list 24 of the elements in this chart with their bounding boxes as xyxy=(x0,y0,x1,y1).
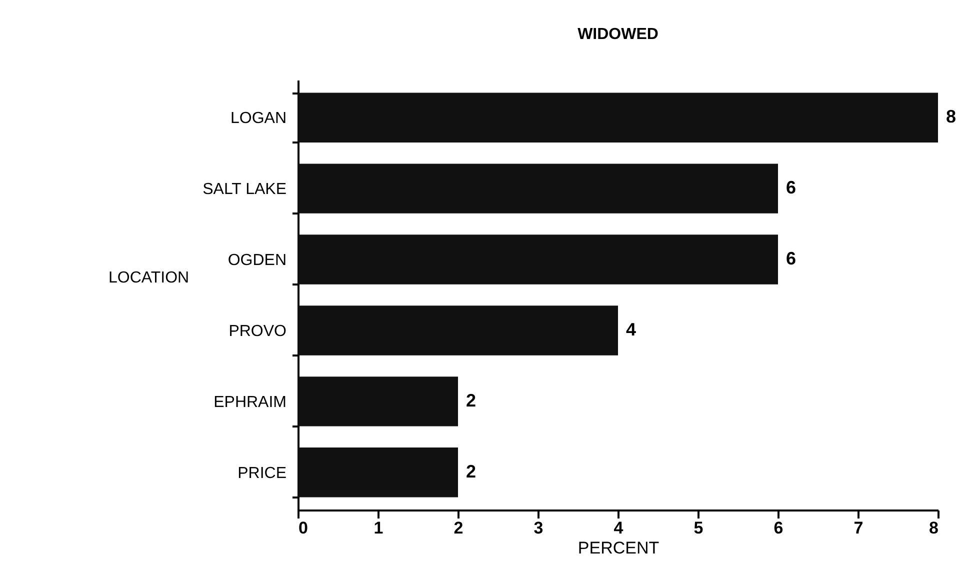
x-tick-label: 4 xyxy=(614,518,624,538)
x-tick-label: 5 xyxy=(694,518,704,538)
x-tick-label: 1 xyxy=(374,518,384,538)
data-label: 2 xyxy=(466,461,476,482)
data-label: 2 xyxy=(466,390,476,410)
x-tick-label: 0 xyxy=(298,518,308,538)
y-tick-label: PROVO xyxy=(228,322,286,340)
y-tick-label: EPHRAIM xyxy=(214,394,286,411)
x-tick-label: 6 xyxy=(774,518,784,538)
y-tick-label: PRICE xyxy=(238,464,286,482)
y-axis-title: LOCATION xyxy=(108,270,190,286)
data-label: 4 xyxy=(626,319,636,340)
data-label: 8 xyxy=(946,106,956,127)
x-axis-title: PERCENT xyxy=(578,538,660,558)
x-tick-label: 2 xyxy=(454,518,464,538)
chart-title: WIDOWED xyxy=(578,26,658,43)
y-tick-label: OGDEN xyxy=(228,252,286,270)
data-label: 6 xyxy=(786,248,796,269)
x-tick-label: 3 xyxy=(534,518,544,538)
y-tick-label: SALT LAKE xyxy=(202,181,286,198)
y-tick-label: LOGAN xyxy=(230,110,286,128)
data-label: 6 xyxy=(786,178,796,198)
x-tick-label: 8 xyxy=(929,518,938,538)
x-tick-label: 7 xyxy=(854,518,864,538)
